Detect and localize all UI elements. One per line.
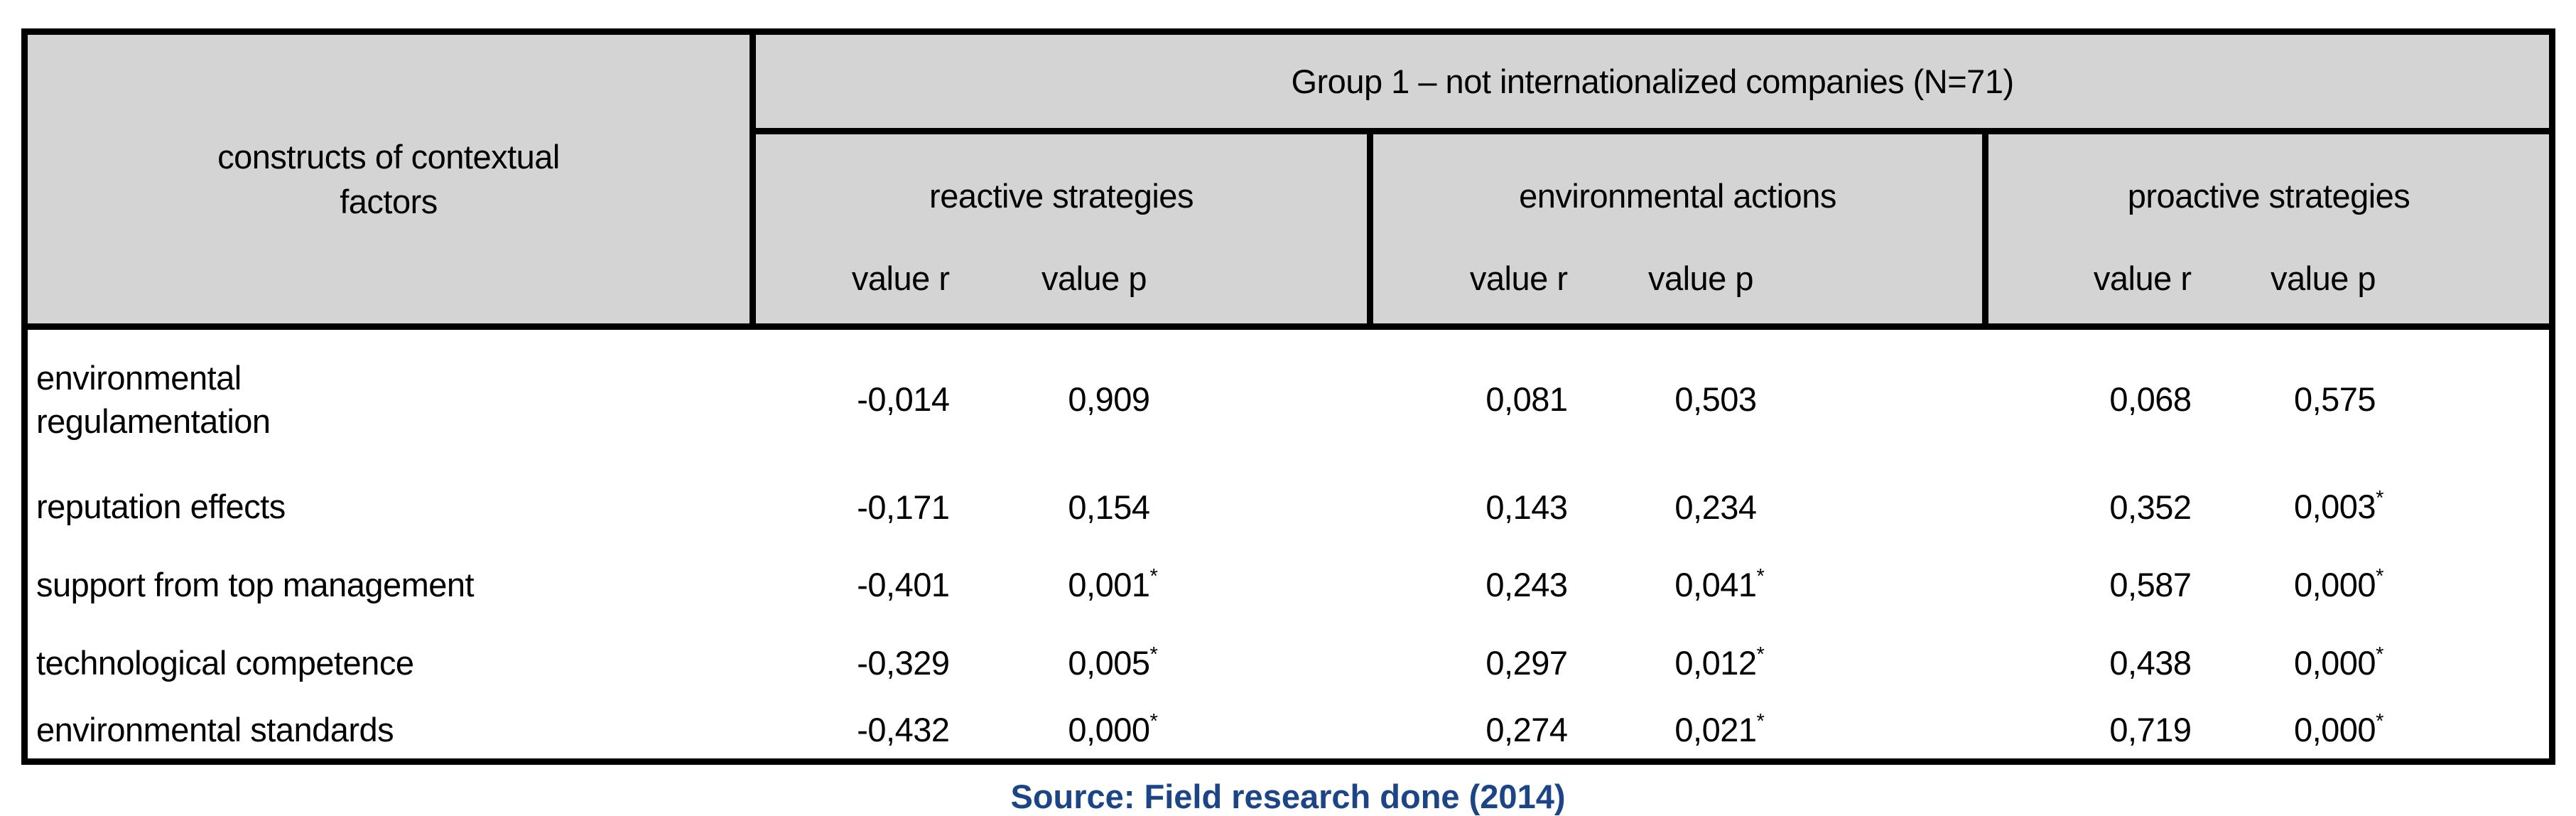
cell-value-p: 0,000*	[2248, 544, 2553, 625]
col-header-value-p: value p	[1012, 245, 1370, 330]
strategy-header-reactive: reactive strategies	[752, 131, 1370, 245]
cell-value-r: 0,297	[1370, 624, 1630, 702]
row-label: technological competence	[24, 624, 753, 702]
row-label: reputation effects	[24, 468, 753, 545]
row-label: environmental regulamentation	[24, 326, 753, 469]
cell-value-r: 0,352	[1985, 468, 2248, 545]
corner-header: constructs of contextual factors	[24, 31, 756, 330]
group-header: Group 1 – not internationalized companie…	[752, 31, 2553, 134]
table-row: technological competence -0,329 0,005* 0…	[24, 624, 2553, 702]
source-caption: Source: Field research done (2014)	[1010, 778, 1566, 815]
cell-value-p: 0,005*	[1012, 624, 1370, 702]
table-row: support from top management -0,401 0,001…	[24, 544, 2553, 625]
cell-value-r: -0,329	[752, 624, 1012, 702]
corner-header-line2: factors	[340, 183, 438, 220]
strategy-header-environmental-actions: environmental actions	[1367, 131, 1986, 245]
cell-value-r: -0,014	[752, 326, 1012, 469]
table-row: environmental regulamentation -0,014 0,9…	[24, 326, 2553, 469]
cell-value-p: 0,000*	[2248, 624, 2553, 702]
cell-value-p: 0,575	[2248, 326, 2553, 469]
strategy-header-proactive: proactive strategies	[1981, 131, 2553, 245]
cell-value-r: 0,243	[1370, 544, 1630, 625]
cell-value-p: 0,021*	[1630, 701, 1986, 762]
cell-value-p: 0,001*	[1012, 544, 1370, 625]
col-header-value-r: value r	[1982, 245, 2248, 330]
cell-value-r: -0,401	[752, 544, 1012, 625]
cell-value-r: 0,081	[1370, 326, 1630, 469]
cell-value-p: 0,000*	[1012, 701, 1370, 762]
cell-value-r: 0,587	[1985, 544, 2248, 625]
cell-value-p: 0,154	[1012, 468, 1370, 545]
table-row: environmental standards -0,432 0,000* 0,…	[24, 701, 2553, 762]
table-body: environmental regulamentation -0,014 0,9…	[24, 326, 2553, 762]
cell-value-p: 0,003*	[2248, 468, 2553, 545]
col-header-value-p: value p	[1630, 245, 1986, 330]
cell-value-r: 0,438	[1985, 624, 2248, 702]
cell-value-p: 0,909	[1012, 326, 1370, 469]
row-label: environmental standards	[24, 701, 753, 762]
table-row: reputation effects -0,171 0,154 0,143 0,…	[24, 468, 2553, 545]
cell-value-p: 0,000*	[2248, 701, 2553, 762]
row-label: support from top management	[24, 544, 753, 625]
cell-value-r: 0,068	[1985, 326, 2248, 469]
cell-value-p: 0,234	[1630, 468, 1986, 545]
cell-value-r: 0,719	[1985, 701, 2248, 762]
cell-value-r: 0,274	[1370, 701, 1630, 762]
correlation-table: constructs of contextual factors Group 1…	[21, 28, 2556, 765]
col-header-value-p: value p	[2248, 245, 2553, 330]
cell-value-p: 0,012*	[1630, 624, 1986, 702]
col-header-value-r: value r	[752, 245, 1012, 330]
cell-value-p: 0,041*	[1630, 544, 1986, 625]
cell-value-r: 0,143	[1370, 468, 1630, 545]
cell-value-r: -0,432	[752, 701, 1012, 762]
cell-value-r: -0,171	[752, 468, 1012, 545]
table-header: constructs of contextual factors Group 1…	[24, 31, 2553, 330]
corner-header-line1: constructs of contextual	[217, 137, 560, 176]
cell-value-p: 0,503	[1630, 326, 1986, 469]
col-header-value-r: value r	[1367, 245, 1630, 330]
